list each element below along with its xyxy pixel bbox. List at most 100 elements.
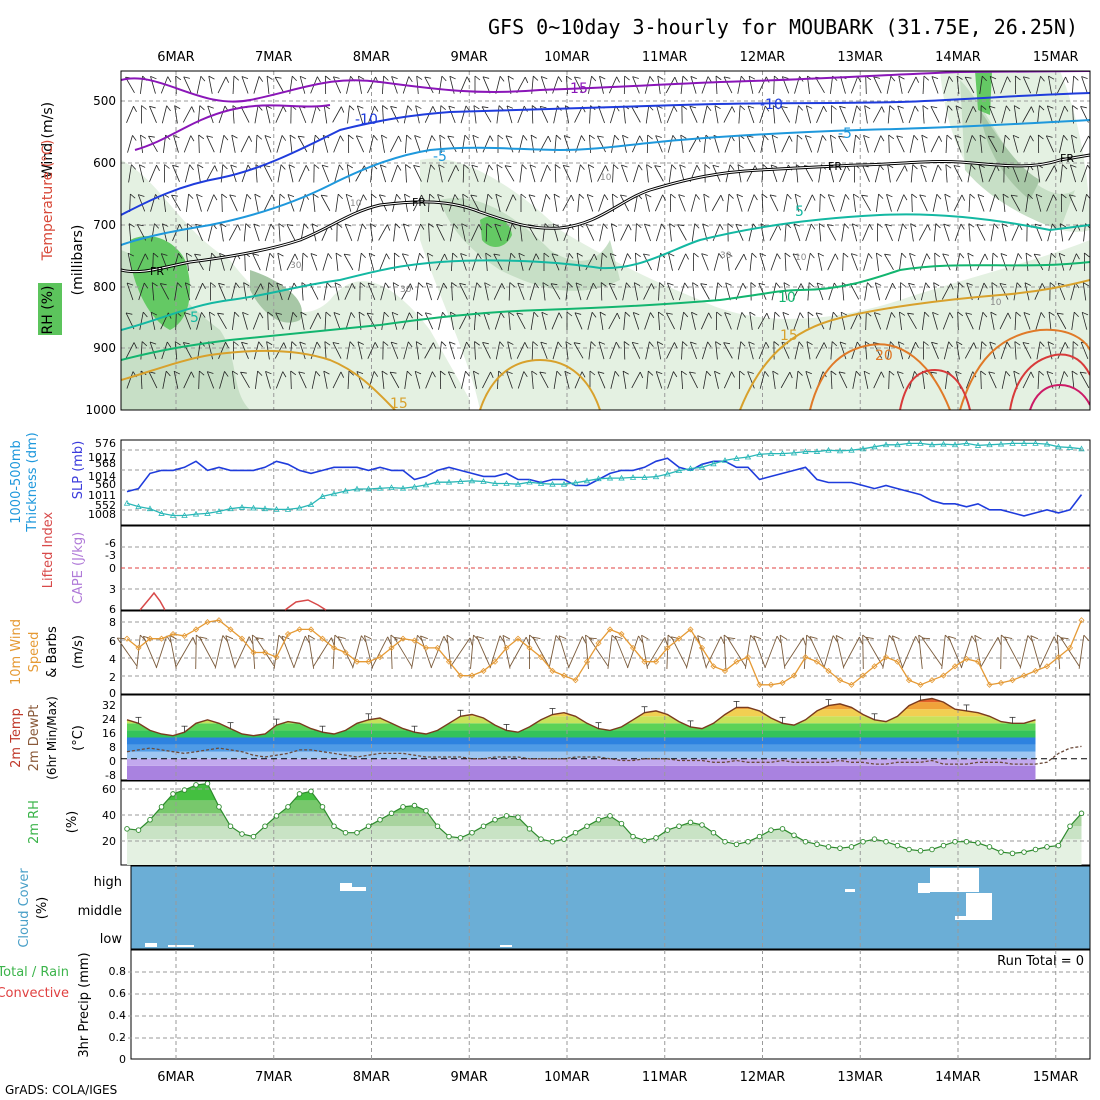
wind-barb xyxy=(899,252,907,271)
wind-barb xyxy=(474,341,480,360)
wind-barb xyxy=(208,75,215,94)
wind-barb xyxy=(1058,252,1066,271)
date-label: 7MAR xyxy=(255,50,292,65)
slp-point xyxy=(664,470,671,477)
cloud-gap xyxy=(500,945,512,947)
wind-barb xyxy=(734,253,747,271)
wind-barb xyxy=(174,282,183,301)
wind-barb xyxy=(541,311,548,330)
slp-point xyxy=(687,465,694,471)
wind-barb xyxy=(554,164,561,183)
rh-point xyxy=(1032,846,1039,853)
wind-barb xyxy=(529,282,540,301)
wind-barb xyxy=(278,193,286,213)
w10-point xyxy=(928,677,936,684)
wind-barb xyxy=(345,193,353,212)
wind-barb xyxy=(359,282,366,301)
wind-barb xyxy=(830,134,837,153)
slp-point xyxy=(882,441,890,448)
wind-barb xyxy=(1069,253,1080,271)
rh-point xyxy=(285,804,291,810)
wind-barb xyxy=(1048,75,1055,94)
wind-barb xyxy=(979,134,986,153)
wind-barb xyxy=(286,253,299,271)
wind-barb xyxy=(506,371,513,389)
slp-point xyxy=(537,480,545,486)
wind-barb xyxy=(565,75,572,95)
wind-barb xyxy=(703,370,712,389)
w10-point xyxy=(974,658,982,665)
w10-point xyxy=(480,667,487,675)
wind-barb xyxy=(552,223,560,242)
wind-barb xyxy=(402,223,410,242)
rh-point xyxy=(814,841,820,848)
wind-barb xyxy=(424,342,437,359)
wind-barb xyxy=(863,253,873,271)
date-label: 9MAR xyxy=(451,50,488,65)
w10-barb xyxy=(784,637,806,667)
wind-barb xyxy=(840,311,848,330)
wind-barb xyxy=(965,312,974,330)
t2-yticks: 32 24 16 8 0 -8 xyxy=(102,699,116,782)
wind-barb xyxy=(667,371,678,389)
wind-barb xyxy=(159,283,170,300)
wind-barb xyxy=(447,371,457,389)
slp-point xyxy=(560,480,568,487)
date-label: 14MAR xyxy=(935,1070,981,1085)
wind-barb xyxy=(367,282,376,300)
wind-barb xyxy=(127,135,137,153)
wind-barb xyxy=(804,194,816,212)
ylabel-10m-wind: 10m Wind xyxy=(9,619,24,685)
wind-barb xyxy=(884,253,894,270)
wind-barb xyxy=(1082,282,1089,301)
temp-band xyxy=(127,744,1036,752)
wind-barb xyxy=(381,134,388,153)
wind-barb xyxy=(297,135,308,153)
wind-barb xyxy=(864,105,871,124)
wind-barb xyxy=(575,282,583,301)
wind-barb xyxy=(772,105,779,124)
ylabel-barbs: & Barbs xyxy=(45,626,60,678)
w10-point xyxy=(549,667,556,675)
temp-contour-minus15 xyxy=(121,71,1090,103)
w10-point xyxy=(342,649,349,656)
wind-barb xyxy=(738,105,746,124)
rh-point xyxy=(480,823,487,829)
wind-barb xyxy=(737,341,746,360)
cloud-gap xyxy=(845,889,855,892)
ylabel-pressure: (millibars) xyxy=(70,225,86,296)
wind-barb xyxy=(886,312,896,330)
wind-barb xyxy=(886,75,896,94)
wind-barb xyxy=(542,282,549,301)
wind-barb xyxy=(484,282,491,301)
wind-barb xyxy=(552,76,563,94)
wind-barb xyxy=(692,252,699,272)
w10-point xyxy=(997,679,1005,686)
wind-barb xyxy=(749,311,756,330)
wind-barb xyxy=(831,105,837,124)
wind-barb xyxy=(908,342,919,359)
wind-barb xyxy=(978,311,988,330)
contour-label: 10 xyxy=(350,199,362,209)
rh-point xyxy=(929,846,935,853)
wind-barb xyxy=(355,135,365,153)
wind-barb xyxy=(472,134,479,153)
rh-point xyxy=(377,817,383,823)
wind-barb xyxy=(907,312,917,329)
precip-panel: Run Total = 0 0.8 0.6 0.4 0.2 0 Total / … xyxy=(0,949,1091,1066)
slp-point xyxy=(894,441,901,448)
wind-barb xyxy=(793,223,801,242)
wind-barb xyxy=(1060,193,1067,213)
ytick-label: 800 xyxy=(93,280,116,294)
precip-yticks: 0.8 0.6 0.4 0.2 0 xyxy=(109,965,127,1066)
wind-barb xyxy=(313,164,320,183)
wind-barb xyxy=(347,105,355,124)
wind-barb xyxy=(1068,194,1078,212)
wind-barb xyxy=(1002,193,1009,212)
date-label: 13MAR xyxy=(837,50,883,65)
w10-point xyxy=(1020,672,1028,679)
wind-barbs xyxy=(125,75,1090,390)
slp-panel-frame xyxy=(120,439,1091,526)
wind-barb xyxy=(1081,164,1090,183)
wind-barb xyxy=(888,370,895,390)
